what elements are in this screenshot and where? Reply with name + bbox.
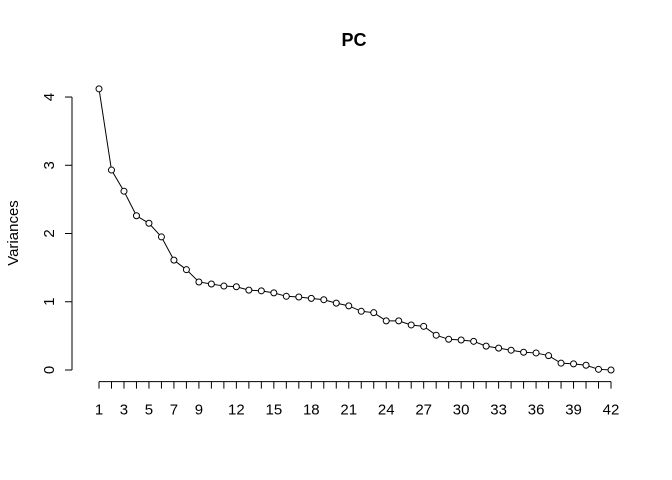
point: [307, 294, 315, 302]
point: [270, 289, 278, 297]
series-line: [98, 88, 612, 371]
point: [545, 352, 553, 360]
point: [395, 317, 403, 325]
chart-title: PC: [341, 30, 366, 50]
y-tick-label: 4: [41, 93, 58, 101]
x-tick-label: 27: [415, 402, 432, 419]
point: [295, 293, 303, 301]
point: [407, 321, 415, 329]
y-tick-label: 2: [41, 229, 58, 237]
point: [157, 233, 165, 241]
x-tick-label: 30: [453, 402, 470, 419]
x-tick-label: 24: [378, 402, 395, 419]
y-tick-label: 0: [41, 366, 58, 374]
point: [495, 344, 503, 352]
point: [170, 256, 178, 264]
point: [382, 317, 390, 325]
point: [507, 346, 515, 354]
point: [532, 349, 540, 357]
x-tick-label: 15: [265, 402, 282, 419]
x-tick-label: 36: [528, 402, 545, 419]
y-tick-label: 3: [41, 161, 58, 169]
point: [132, 212, 140, 220]
x-tick-label: 33: [490, 402, 507, 419]
x-tick-label: 12: [228, 402, 245, 419]
y-tick-label: 1: [41, 298, 58, 306]
x-tick-label: 1: [95, 402, 103, 419]
point: [220, 282, 228, 290]
point: [145, 219, 153, 227]
point: [245, 286, 253, 294]
point: [457, 336, 465, 344]
x-tick-label: 18: [303, 402, 320, 419]
point: [345, 302, 353, 310]
point: [357, 307, 365, 315]
point: [582, 361, 590, 369]
x-tick-label: 42: [603, 402, 620, 419]
point: [470, 337, 478, 345]
point: [445, 335, 453, 343]
point: [195, 278, 203, 286]
point: [607, 366, 615, 374]
point: [520, 348, 528, 356]
point: [332, 299, 340, 307]
point: [207, 280, 215, 288]
point: [107, 166, 115, 174]
y-axis-label: Variances: [5, 200, 22, 266]
point: [120, 187, 128, 195]
point: [232, 283, 240, 291]
point: [282, 292, 290, 300]
point: [595, 365, 603, 373]
x-tick-label: 3: [120, 402, 128, 419]
point: [420, 322, 428, 330]
x-tick-label: 21: [340, 402, 357, 419]
point: [432, 331, 440, 339]
point: [95, 85, 103, 93]
point: [370, 309, 378, 317]
x-tick-label: 9: [195, 402, 203, 419]
point: [482, 342, 490, 350]
x-tick-label: 7: [170, 402, 178, 419]
x-tick-label: 5: [145, 402, 153, 419]
point: [320, 296, 328, 304]
point: [570, 360, 578, 368]
x-tick-label: 39: [565, 402, 582, 419]
point: [182, 266, 190, 274]
point: [557, 359, 565, 367]
point: [257, 287, 265, 295]
